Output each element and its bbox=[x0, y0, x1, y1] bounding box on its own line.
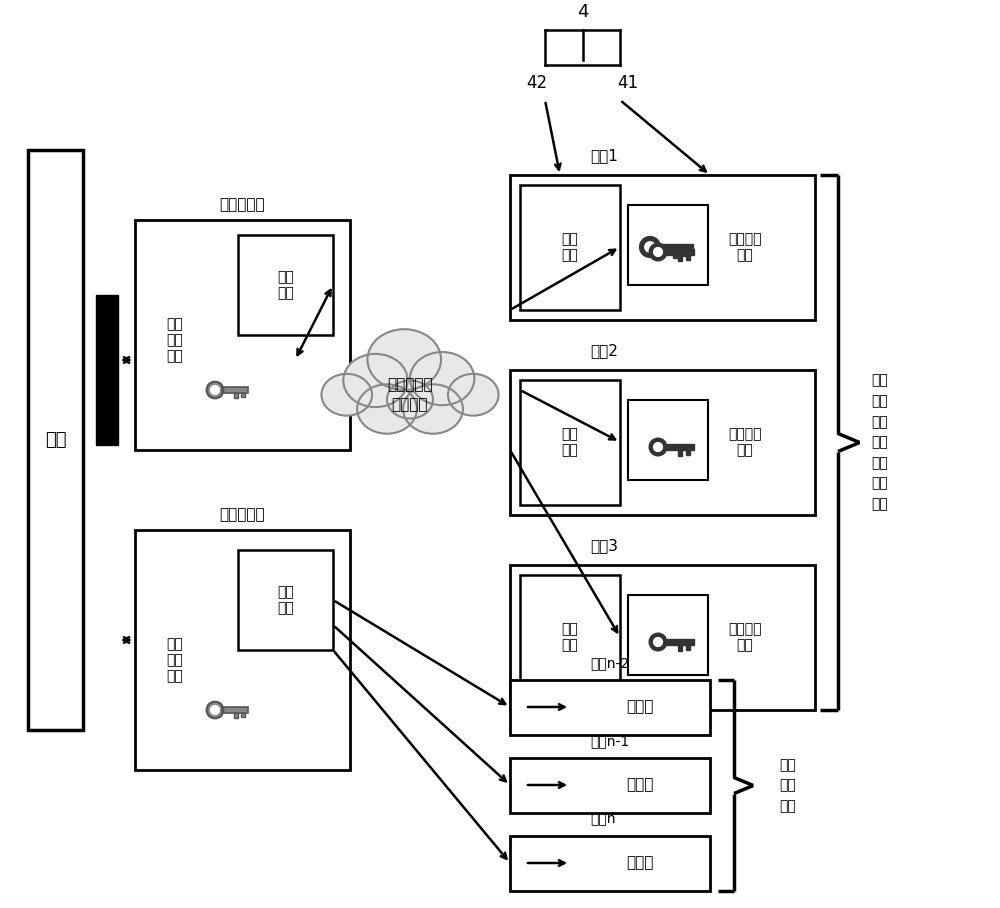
Circle shape bbox=[649, 439, 667, 456]
Bar bbox=[510, 836, 710, 891]
Bar bbox=[238, 235, 333, 335]
Bar bbox=[238, 550, 333, 650]
Circle shape bbox=[640, 237, 660, 257]
Bar bbox=[686, 255, 690, 260]
Text: 预装
主站
私钒: 预装 主站 私钒 bbox=[167, 317, 183, 363]
Bar bbox=[135, 220, 350, 450]
Bar bbox=[222, 388, 248, 392]
Bar bbox=[510, 370, 815, 515]
Text: 预装主站
公钒: 预装主站 公钒 bbox=[728, 232, 762, 262]
Bar bbox=[678, 255, 682, 261]
Circle shape bbox=[645, 242, 655, 252]
Ellipse shape bbox=[403, 384, 463, 434]
Bar bbox=[678, 645, 682, 651]
Bar bbox=[135, 530, 350, 770]
Text: 预装
主站
私钒: 预装 主站 私钒 bbox=[167, 637, 183, 683]
Text: 未改造: 未改造 bbox=[626, 777, 654, 793]
Text: 终端n: 终端n bbox=[590, 812, 616, 826]
Text: 终端n-2: 终端n-2 bbox=[590, 656, 629, 670]
Text: 公网前置机: 公网前置机 bbox=[220, 198, 265, 212]
Ellipse shape bbox=[343, 354, 408, 407]
Bar bbox=[510, 175, 815, 320]
Text: 预装主站
公钒: 预装主站 公钒 bbox=[728, 427, 762, 457]
Bar bbox=[673, 251, 679, 258]
Bar bbox=[241, 392, 245, 397]
Bar bbox=[666, 249, 694, 255]
Bar bbox=[510, 565, 815, 710]
Text: 41: 41 bbox=[617, 74, 639, 92]
Text: 签名
模块: 签名 模块 bbox=[277, 270, 294, 301]
Circle shape bbox=[649, 243, 667, 261]
Bar bbox=[96, 295, 118, 445]
Ellipse shape bbox=[321, 374, 372, 416]
Circle shape bbox=[654, 637, 662, 646]
Text: 自组网无线
通信网络: 自组网无线 通信网络 bbox=[387, 378, 433, 412]
Circle shape bbox=[654, 248, 662, 256]
Bar bbox=[510, 758, 710, 813]
Text: 签名
模块: 签名 模块 bbox=[562, 622, 578, 653]
Ellipse shape bbox=[357, 384, 417, 434]
Circle shape bbox=[207, 702, 223, 718]
Circle shape bbox=[649, 633, 667, 651]
Ellipse shape bbox=[387, 380, 433, 419]
Bar bbox=[234, 392, 238, 398]
Bar bbox=[234, 713, 238, 718]
Text: 终端2: 终端2 bbox=[590, 343, 618, 358]
Bar bbox=[520, 185, 620, 310]
Text: 专线前置机: 专线前置机 bbox=[220, 508, 265, 522]
Text: 主站: 主站 bbox=[45, 431, 66, 449]
Bar bbox=[659, 243, 693, 251]
Text: 终端n-1: 终端n-1 bbox=[590, 734, 629, 748]
Ellipse shape bbox=[448, 374, 499, 416]
Circle shape bbox=[654, 442, 662, 451]
Circle shape bbox=[207, 381, 223, 399]
Bar bbox=[628, 595, 708, 675]
Bar bbox=[222, 707, 248, 713]
Text: 签名
模块: 签名 模块 bbox=[277, 585, 294, 615]
Bar bbox=[666, 444, 694, 449]
Bar bbox=[510, 680, 710, 735]
Circle shape bbox=[211, 706, 219, 715]
Ellipse shape bbox=[410, 352, 474, 405]
Bar bbox=[686, 449, 690, 455]
Text: 基于
非对
称密
钒技
术的
单向
认证: 基于 非对 称密 钒技 术的 单向 认证 bbox=[872, 374, 888, 511]
Text: 终端1: 终端1 bbox=[590, 148, 618, 163]
Text: 未改造: 未改造 bbox=[626, 699, 654, 715]
Bar bbox=[628, 205, 708, 285]
Bar bbox=[241, 713, 245, 717]
Bar bbox=[678, 449, 682, 456]
Ellipse shape bbox=[367, 330, 441, 390]
Bar bbox=[682, 251, 688, 256]
Circle shape bbox=[211, 386, 219, 394]
Text: 按原
规约
处理: 按原 规约 处理 bbox=[780, 758, 796, 813]
Text: 预装主站
公钒: 预装主站 公钒 bbox=[728, 622, 762, 652]
Text: 4: 4 bbox=[577, 3, 588, 21]
Bar bbox=[686, 645, 690, 650]
Text: 签名
模块: 签名 模块 bbox=[562, 428, 578, 458]
Bar bbox=[28, 150, 83, 730]
Text: 签名
模块: 签名 模块 bbox=[562, 232, 578, 262]
Bar bbox=[520, 575, 620, 700]
Bar bbox=[520, 380, 620, 505]
Bar bbox=[666, 639, 694, 645]
Bar bbox=[628, 400, 708, 480]
Text: 未改造: 未改造 bbox=[626, 855, 654, 871]
Text: 终端3: 终端3 bbox=[590, 538, 618, 553]
Text: 42: 42 bbox=[526, 74, 548, 92]
